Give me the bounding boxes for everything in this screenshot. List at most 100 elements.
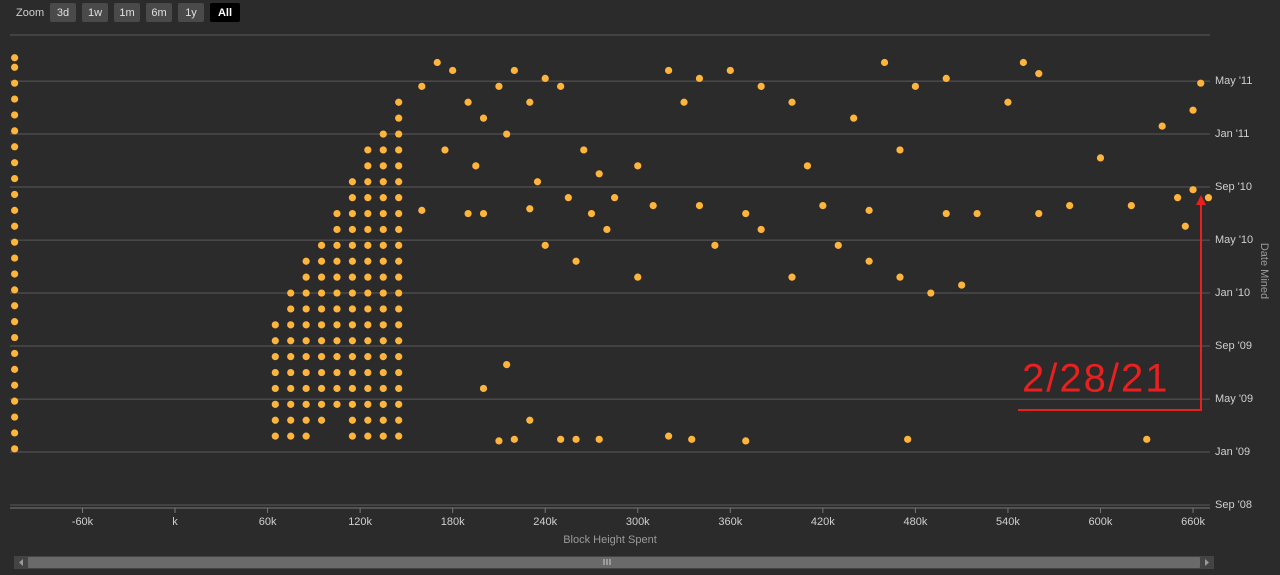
- point: [348, 416, 357, 424]
- zoom-button-label[interactable]: 1y: [185, 7, 197, 19]
- x-tick-label: 600k: [1089, 516, 1113, 528]
- point: [379, 353, 387, 361]
- point: [364, 225, 372, 234]
- point: [11, 206, 19, 214]
- x-tick-label: 480k: [903, 516, 927, 528]
- point: [287, 432, 295, 440]
- point: [757, 225, 765, 234]
- point: [395, 384, 403, 393]
- point: [1019, 58, 1027, 67]
- point: [1197, 79, 1205, 87]
- point: [271, 400, 279, 408]
- point: [541, 74, 549, 83]
- point: [495, 82, 503, 90]
- y-tick-label: May '10: [1215, 234, 1253, 246]
- point: [11, 95, 19, 103]
- point: [464, 98, 472, 106]
- zoom-button[interactable]: [146, 3, 172, 22]
- point: [395, 241, 403, 249]
- point: [271, 353, 279, 361]
- point: [348, 432, 357, 440]
- point: [379, 321, 387, 329]
- point: [333, 384, 341, 393]
- point: [927, 289, 935, 297]
- point: [395, 337, 403, 345]
- point: [11, 159, 19, 167]
- point: [564, 194, 572, 202]
- zoom-button[interactable]: [114, 3, 140, 22]
- point: [510, 435, 518, 443]
- zoom-button[interactable]: [178, 3, 204, 22]
- point: [503, 360, 511, 369]
- point: [803, 162, 812, 170]
- point: [271, 337, 279, 345]
- x-axis-label: Block Height Spent: [563, 534, 657, 546]
- annotation: 2/28/21: [1018, 195, 1206, 411]
- zoom-button-label[interactable]: 6m: [151, 7, 166, 19]
- point: [302, 337, 310, 345]
- point: [395, 289, 403, 297]
- point: [11, 238, 19, 246]
- point: [379, 384, 387, 393]
- point: [302, 273, 310, 281]
- point: [479, 114, 488, 122]
- point: [271, 384, 279, 393]
- point: [379, 257, 387, 265]
- point: [1158, 122, 1166, 130]
- scroll-right-arrow[interactable]: [1205, 559, 1209, 566]
- point: [287, 400, 295, 408]
- point: [441, 146, 449, 154]
- point: [11, 333, 19, 342]
- zoom-button[interactable]: [82, 3, 108, 22]
- point: [1143, 435, 1151, 443]
- point: [333, 225, 341, 234]
- point: [364, 241, 372, 249]
- point: [287, 416, 295, 424]
- scrollbar[interactable]: [14, 556, 1214, 569]
- point: [742, 437, 750, 445]
- zoom-button[interactable]: [50, 3, 76, 22]
- point: [379, 368, 387, 377]
- point: [317, 257, 326, 265]
- zoom-button-label[interactable]: 3d: [57, 7, 69, 19]
- point: [11, 111, 19, 119]
- point: [333, 305, 341, 313]
- point: [533, 178, 542, 186]
- point: [364, 321, 372, 329]
- point: [302, 321, 310, 329]
- y-axis-label: Date Mined: [1258, 243, 1270, 299]
- point: [364, 337, 372, 345]
- scrollbar-thumb[interactable]: [28, 557, 1200, 568]
- point: [418, 206, 426, 214]
- point: [379, 130, 387, 138]
- scroll-left-arrow[interactable]: [19, 559, 23, 566]
- zoom-button[interactable]: [210, 3, 240, 22]
- zoom-button-label[interactable]: 1m: [119, 7, 134, 19]
- y-tick-label: Sep '10: [1215, 181, 1252, 193]
- point: [11, 413, 19, 421]
- zoom-button-label[interactable]: 1w: [88, 7, 102, 19]
- point: [395, 146, 403, 154]
- point: [1066, 201, 1074, 210]
- point: [348, 273, 357, 281]
- point: [557, 435, 565, 443]
- zoom-button-label[interactable]: All: [218, 7, 232, 19]
- point: [395, 257, 403, 265]
- point: [788, 273, 796, 281]
- point: [271, 368, 279, 377]
- point: [364, 305, 372, 313]
- point: [395, 273, 403, 281]
- point: [364, 353, 372, 361]
- point: [834, 241, 842, 249]
- point: [287, 305, 295, 313]
- zoom-toolbar: Zoom 3d 1w 1m 6m 1y All: [16, 3, 240, 22]
- y-tick-label: Jan '11: [1215, 128, 1249, 140]
- x-tick-label: 120k: [348, 516, 372, 528]
- point: [379, 178, 387, 186]
- point: [973, 209, 981, 218]
- point: [395, 178, 403, 186]
- point: [287, 384, 295, 393]
- point: [287, 321, 295, 329]
- point: [11, 349, 19, 358]
- point: [348, 209, 357, 218]
